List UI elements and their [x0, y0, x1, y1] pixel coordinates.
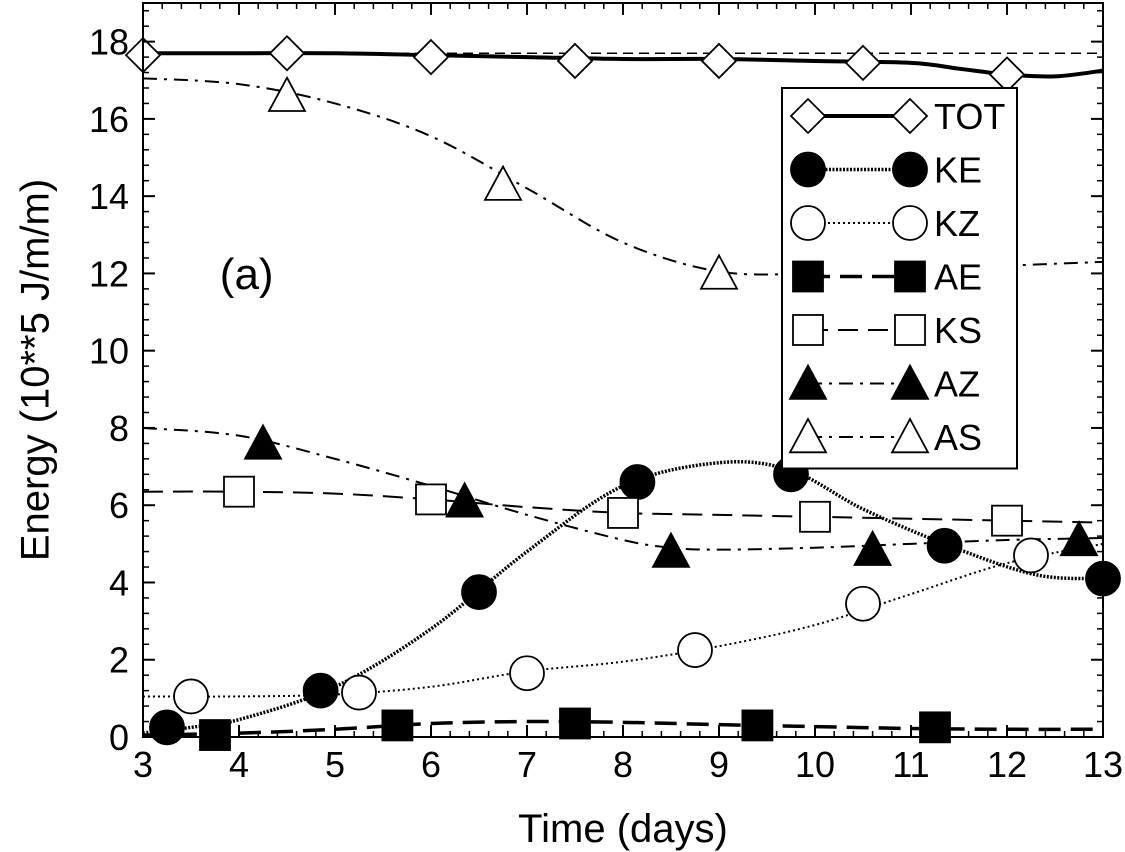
data-point-tot [556, 42, 594, 80]
x-tick-label: 6 [421, 744, 441, 785]
y-tick-label: 2 [109, 640, 129, 681]
data-point-az [651, 531, 691, 568]
legend-label-ks: KS [934, 310, 982, 351]
x-tick-label: 4 [229, 744, 249, 785]
y-tick-label: 16 [89, 99, 129, 140]
y-tick-label: 0 [109, 717, 129, 758]
data-point-ks [799, 500, 831, 533]
y-tick-label: 6 [109, 485, 129, 526]
x-tick-label: 12 [987, 744, 1027, 785]
x-tick-label: 5 [325, 744, 345, 785]
data-point-az [1059, 520, 1099, 557]
data-point-ke [149, 709, 185, 746]
legend-label-ke: KE [934, 150, 982, 191]
y-tick-label: 12 [89, 253, 129, 294]
x-tick-label: 10 [795, 744, 835, 785]
legend-marker-ae [792, 260, 824, 293]
legend-label-ae: AE [934, 257, 982, 298]
legend-marker-ke [790, 151, 826, 188]
legend-marker-ae [894, 260, 926, 293]
data-point-tot [412, 38, 450, 76]
legend-marker-ke [892, 151, 928, 188]
x-tick-label: 3 [133, 744, 153, 785]
series-line-ke [143, 460, 1103, 735]
legend-marker-az [890, 363, 930, 400]
x-tick-label: 13 [1083, 744, 1123, 785]
data-point-tot [988, 56, 1026, 93]
legend-label-az: AZ [934, 364, 980, 405]
y-axis-title: Energy (10**5 J/m/m) [14, 179, 58, 561]
legend-marker-ks [894, 314, 926, 346]
series-line-ae [143, 719, 1103, 737]
axis-ticks [142, 3, 1104, 738]
data-point-ks [223, 475, 255, 508]
data-point-ks [991, 504, 1023, 537]
data-point-tot [268, 34, 306, 72]
data-point-ke [302, 672, 339, 709]
legend-marker-kz [892, 205, 928, 241]
data-point-ke [926, 527, 963, 564]
y-tick-label: 4 [109, 562, 129, 603]
data-point-as [699, 253, 739, 290]
data-point-ae [559, 707, 591, 740]
tick-labels: 3 4 5 6 7 8 9 10 11 12 13 0 2 4 6 8 10 12 14 16 18 [89, 22, 1123, 785]
data-point-az [243, 423, 283, 460]
data-point-kz [341, 674, 377, 711]
data-point-ks [415, 483, 447, 516]
legend-marker-as [890, 417, 930, 454]
legend-label-as: AS [934, 417, 982, 458]
legend-marker-tot [891, 97, 929, 135]
legend-label-kz: KZ [934, 203, 980, 244]
data-point-ae [381, 709, 414, 742]
data-point-ke [619, 464, 656, 500]
legend-label-tot: TOT [934, 96, 1005, 137]
x-tick-label: 11 [892, 744, 929, 785]
data-point-ae [741, 709, 774, 742]
x-tick-label: 8 [613, 744, 633, 785]
series-markers [124, 34, 1121, 751]
series-line-az [143, 426, 1103, 551]
data-point-tot [844, 44, 882, 82]
data-point-kz [509, 655, 545, 692]
data-point-kz [173, 678, 209, 715]
legend: TOT KE KZ AE KS AZ AS [781, 87, 1018, 470]
x-tick-label: 7 [517, 744, 537, 785]
data-point-ks [607, 497, 639, 529]
y-tick-label: 8 [109, 408, 129, 449]
legend-marker-tot [789, 97, 827, 135]
data-point-kz [677, 632, 713, 668]
legend-marker-az [788, 363, 828, 400]
data-point-tot [700, 42, 738, 80]
data-point-kz [845, 585, 881, 622]
legend-marker-kz [790, 205, 826, 241]
y-tick-label: 18 [89, 22, 129, 63]
data-point-az [853, 529, 893, 566]
data-point-az [445, 481, 485, 518]
data-point-as [483, 164, 523, 201]
x-axis-title: Time (days) [518, 807, 728, 851]
data-point-ae [199, 719, 231, 751]
data-point-kz [1013, 537, 1049, 574]
data-point-as [267, 75, 307, 112]
legend-marker-as [788, 417, 828, 454]
y-tick-label: 14 [89, 176, 129, 217]
data-point-ke [461, 574, 497, 611]
x-tick-label: 9 [709, 744, 729, 785]
y-tick-label: 10 [89, 331, 129, 372]
legend-marker-ks [792, 314, 824, 346]
series-line-kz [143, 542, 1103, 698]
panel-label: (a) [220, 250, 274, 299]
